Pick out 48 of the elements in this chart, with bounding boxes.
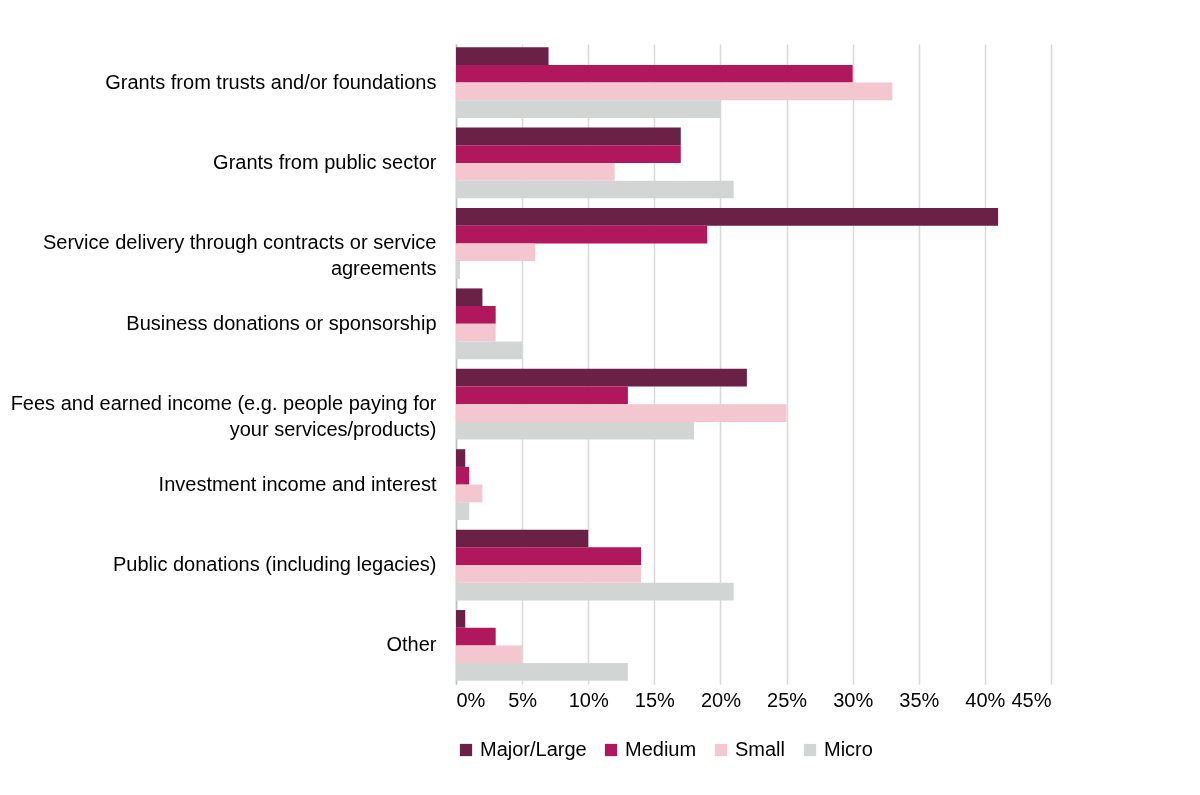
x-tick-label: 30% bbox=[833, 688, 874, 711]
y-tick-label: Investment income and interest bbox=[158, 472, 437, 495]
x-tick-label: 40% bbox=[965, 688, 1006, 711]
bar bbox=[456, 306, 496, 324]
bar bbox=[456, 47, 549, 65]
bar bbox=[456, 466, 470, 485]
y-tick-label: Business donations or sponsorship bbox=[126, 311, 437, 334]
bar bbox=[456, 323, 496, 342]
bar bbox=[456, 64, 853, 83]
legend-label: Medium bbox=[625, 738, 697, 760]
legend-label: Major/Large bbox=[480, 738, 587, 760]
bar bbox=[456, 127, 681, 146]
legend-label: Small bbox=[735, 738, 786, 760]
bar bbox=[456, 529, 589, 548]
x-tick-label: 45% bbox=[1011, 688, 1052, 711]
legend-label: Micro bbox=[824, 738, 873, 760]
bar bbox=[456, 484, 483, 503]
bar bbox=[456, 208, 999, 226]
bar bbox=[456, 404, 787, 422]
y-tick-label: Fees and earned income (e.g. people paying for your services/products) bbox=[10, 392, 437, 441]
bar bbox=[456, 288, 483, 307]
x-tick-label: 5% bbox=[508, 688, 538, 711]
bar bbox=[456, 565, 642, 583]
x-tick-label: 0% bbox=[456, 688, 486, 711]
bar bbox=[456, 386, 628, 405]
bar bbox=[456, 368, 747, 387]
bar bbox=[456, 145, 681, 163]
x-tick-label: 35% bbox=[899, 688, 940, 711]
bar bbox=[456, 82, 893, 101]
bar bbox=[456, 547, 642, 566]
x-tick-label: 10% bbox=[568, 688, 609, 711]
bar bbox=[456, 645, 523, 664]
x-tick-label: 25% bbox=[767, 688, 808, 711]
x-tick-label: 15% bbox=[634, 688, 676, 711]
y-tick-label: Grants from public sector bbox=[213, 150, 437, 173]
y-tick-label: Service delivery through contracts or service agreements bbox=[43, 231, 437, 280]
bar bbox=[456, 243, 536, 262]
bar bbox=[456, 502, 470, 520]
bar bbox=[456, 627, 496, 646]
bar bbox=[456, 261, 460, 279]
y-tick-label: Public donations (including legacies) bbox=[112, 553, 437, 576]
y-tick-label: Other bbox=[386, 633, 437, 656]
bar bbox=[456, 449, 466, 467]
bar bbox=[456, 162, 615, 181]
y-tick-label: Grants from trusts and/or foundations bbox=[105, 70, 437, 93]
bar bbox=[456, 610, 466, 628]
x-tick-label: 20% bbox=[700, 688, 742, 711]
bar bbox=[456, 225, 708, 244]
